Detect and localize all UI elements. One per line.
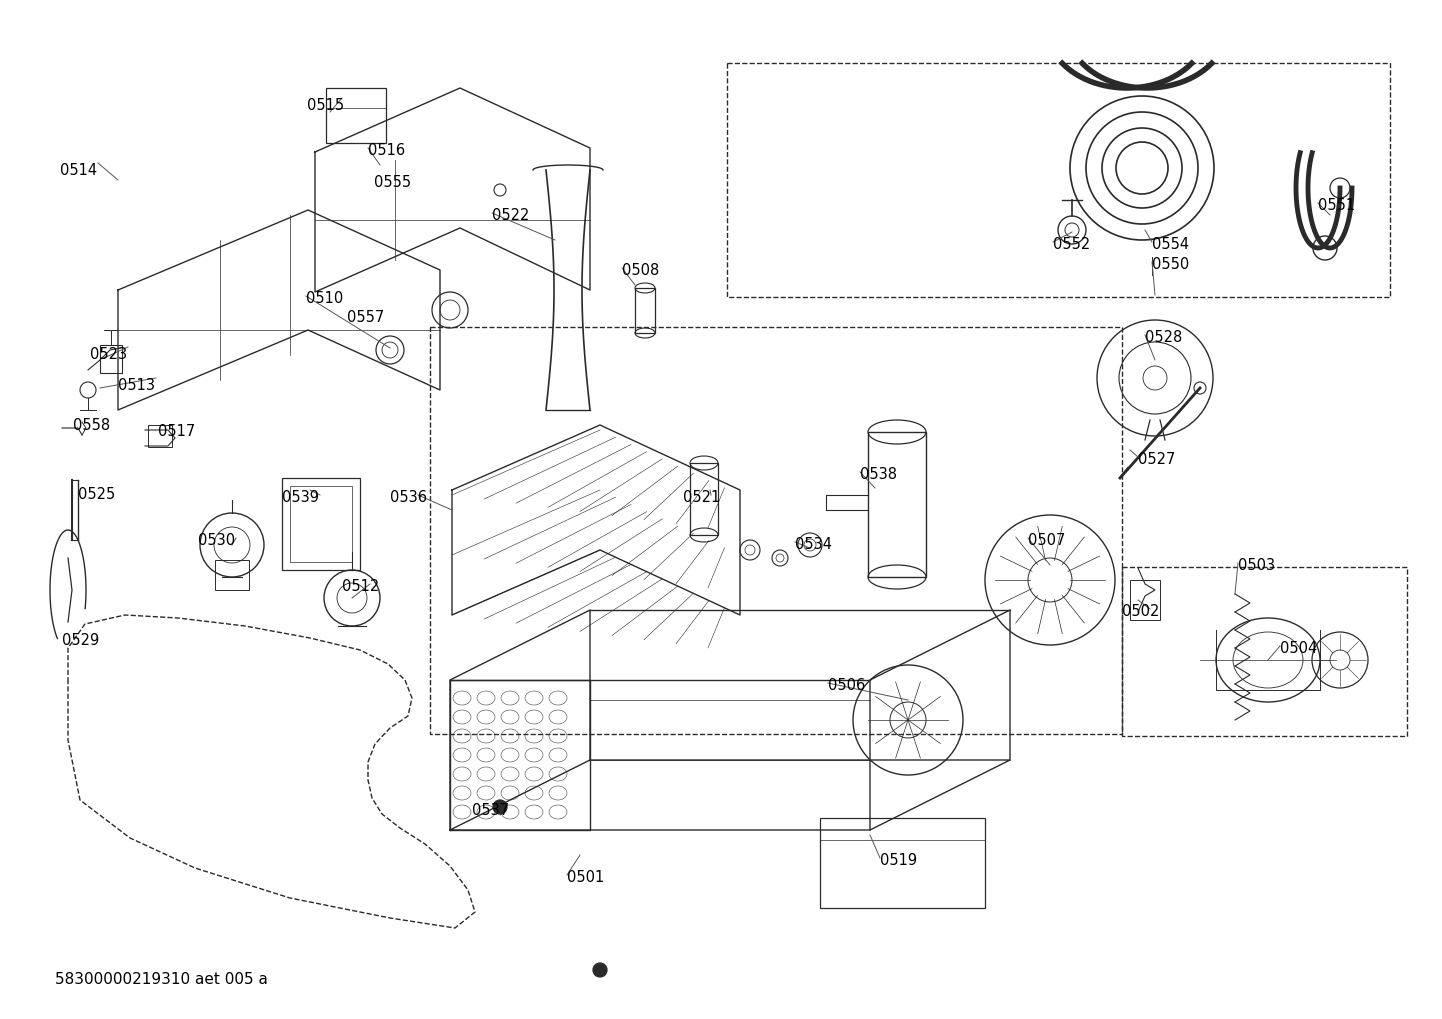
Text: 0506: 0506 — [828, 678, 865, 693]
Text: 0512: 0512 — [342, 579, 379, 594]
Text: 0530: 0530 — [198, 533, 235, 548]
Text: 0522: 0522 — [492, 208, 529, 223]
Text: 0538: 0538 — [859, 467, 897, 482]
Text: 0517: 0517 — [159, 424, 195, 439]
Bar — [99, 345, 123, 373]
Circle shape — [493, 800, 508, 814]
Text: 0525: 0525 — [78, 487, 115, 502]
Text: 0555: 0555 — [373, 175, 411, 190]
Text: 0508: 0508 — [622, 263, 659, 278]
Text: 0527: 0527 — [1138, 452, 1175, 467]
Text: 0537: 0537 — [472, 803, 509, 818]
Text: 0528: 0528 — [1145, 330, 1182, 345]
Text: 0513: 0513 — [118, 378, 154, 393]
Text: 0558: 0558 — [74, 418, 110, 433]
Bar — [727, 63, 1390, 297]
Bar — [290, 486, 352, 562]
Text: 0519: 0519 — [880, 853, 917, 868]
Text: 0514: 0514 — [61, 163, 97, 178]
Text: 0523: 0523 — [89, 347, 127, 362]
Text: 0516: 0516 — [368, 143, 405, 158]
Text: 0529: 0529 — [62, 633, 99, 648]
Text: 0501: 0501 — [567, 870, 604, 884]
Bar — [691, 463, 718, 535]
Text: 0502: 0502 — [1122, 604, 1159, 619]
Bar — [1131, 580, 1159, 620]
Bar — [1122, 567, 1407, 736]
Bar — [634, 288, 655, 333]
Bar — [215, 560, 249, 590]
Text: 0552: 0552 — [1053, 237, 1090, 252]
Text: 0503: 0503 — [1239, 558, 1275, 573]
Text: 0554: 0554 — [1152, 237, 1190, 252]
Text: 0504: 0504 — [1280, 641, 1317, 656]
Text: 0550: 0550 — [1152, 257, 1190, 272]
Text: 0536: 0536 — [389, 490, 427, 505]
Text: 58300000219310 aet 005 a: 58300000219310 aet 005 a — [55, 972, 268, 987]
Text: 0557: 0557 — [348, 310, 384, 325]
Text: 0507: 0507 — [1028, 533, 1066, 548]
Bar — [868, 432, 926, 577]
Text: 0510: 0510 — [306, 291, 343, 306]
Text: 0539: 0539 — [283, 490, 319, 505]
Text: 0521: 0521 — [684, 490, 720, 505]
Bar — [149, 425, 172, 447]
Bar — [326, 88, 386, 143]
Bar — [283, 478, 360, 570]
Text: 0515: 0515 — [307, 98, 345, 113]
Text: 0534: 0534 — [795, 537, 832, 552]
Bar — [820, 818, 985, 908]
Bar — [430, 327, 1122, 734]
Text: 0551: 0551 — [1318, 198, 1355, 213]
Circle shape — [593, 963, 607, 977]
